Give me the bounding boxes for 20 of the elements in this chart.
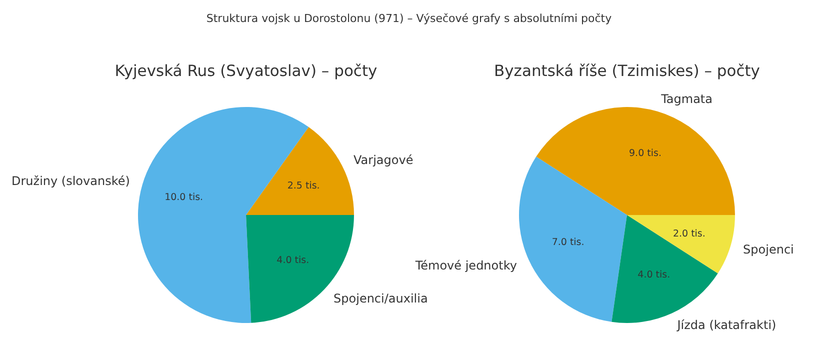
- data-label: 7.0 tis.: [552, 237, 584, 248]
- slice-label: Varjagové: [354, 152, 414, 167]
- slice-label: Spojenci: [743, 242, 794, 256]
- data-label: 2.0 tis.: [672, 228, 706, 240]
- pie-slice: [246, 127, 354, 215]
- chart-title: Byzantská říše (Tzimiskes) – počty: [494, 62, 760, 80]
- chart-title: Kyjevská Rus (Svyatoslav) – počty: [114, 62, 378, 80]
- slice-label: Spojenci/auxilia: [334, 292, 428, 306]
- pie-slice: [536, 107, 735, 215]
- slice-label: Témové jednotky: [414, 258, 517, 272]
- data-label: 10.0 tis.: [164, 192, 204, 204]
- data-label: 9.0 tis.: [629, 148, 662, 160]
- slice-label: Tagmata: [660, 92, 712, 106]
- text: Struktura vojsk u Dorostolonu (971) – Výsečové grafy s absolutními počty: [206, 12, 612, 25]
- pie-slice: [519, 156, 627, 322]
- slice-label: Družiny (slovanské): [11, 174, 130, 188]
- data-label: 2.5 tis.: [287, 180, 320, 192]
- slice-label: Jízda (katafrakti): [676, 318, 776, 332]
- data-label: 4.0 tis.: [276, 255, 310, 266]
- data-label: 4.0 tis.: [638, 269, 670, 280]
